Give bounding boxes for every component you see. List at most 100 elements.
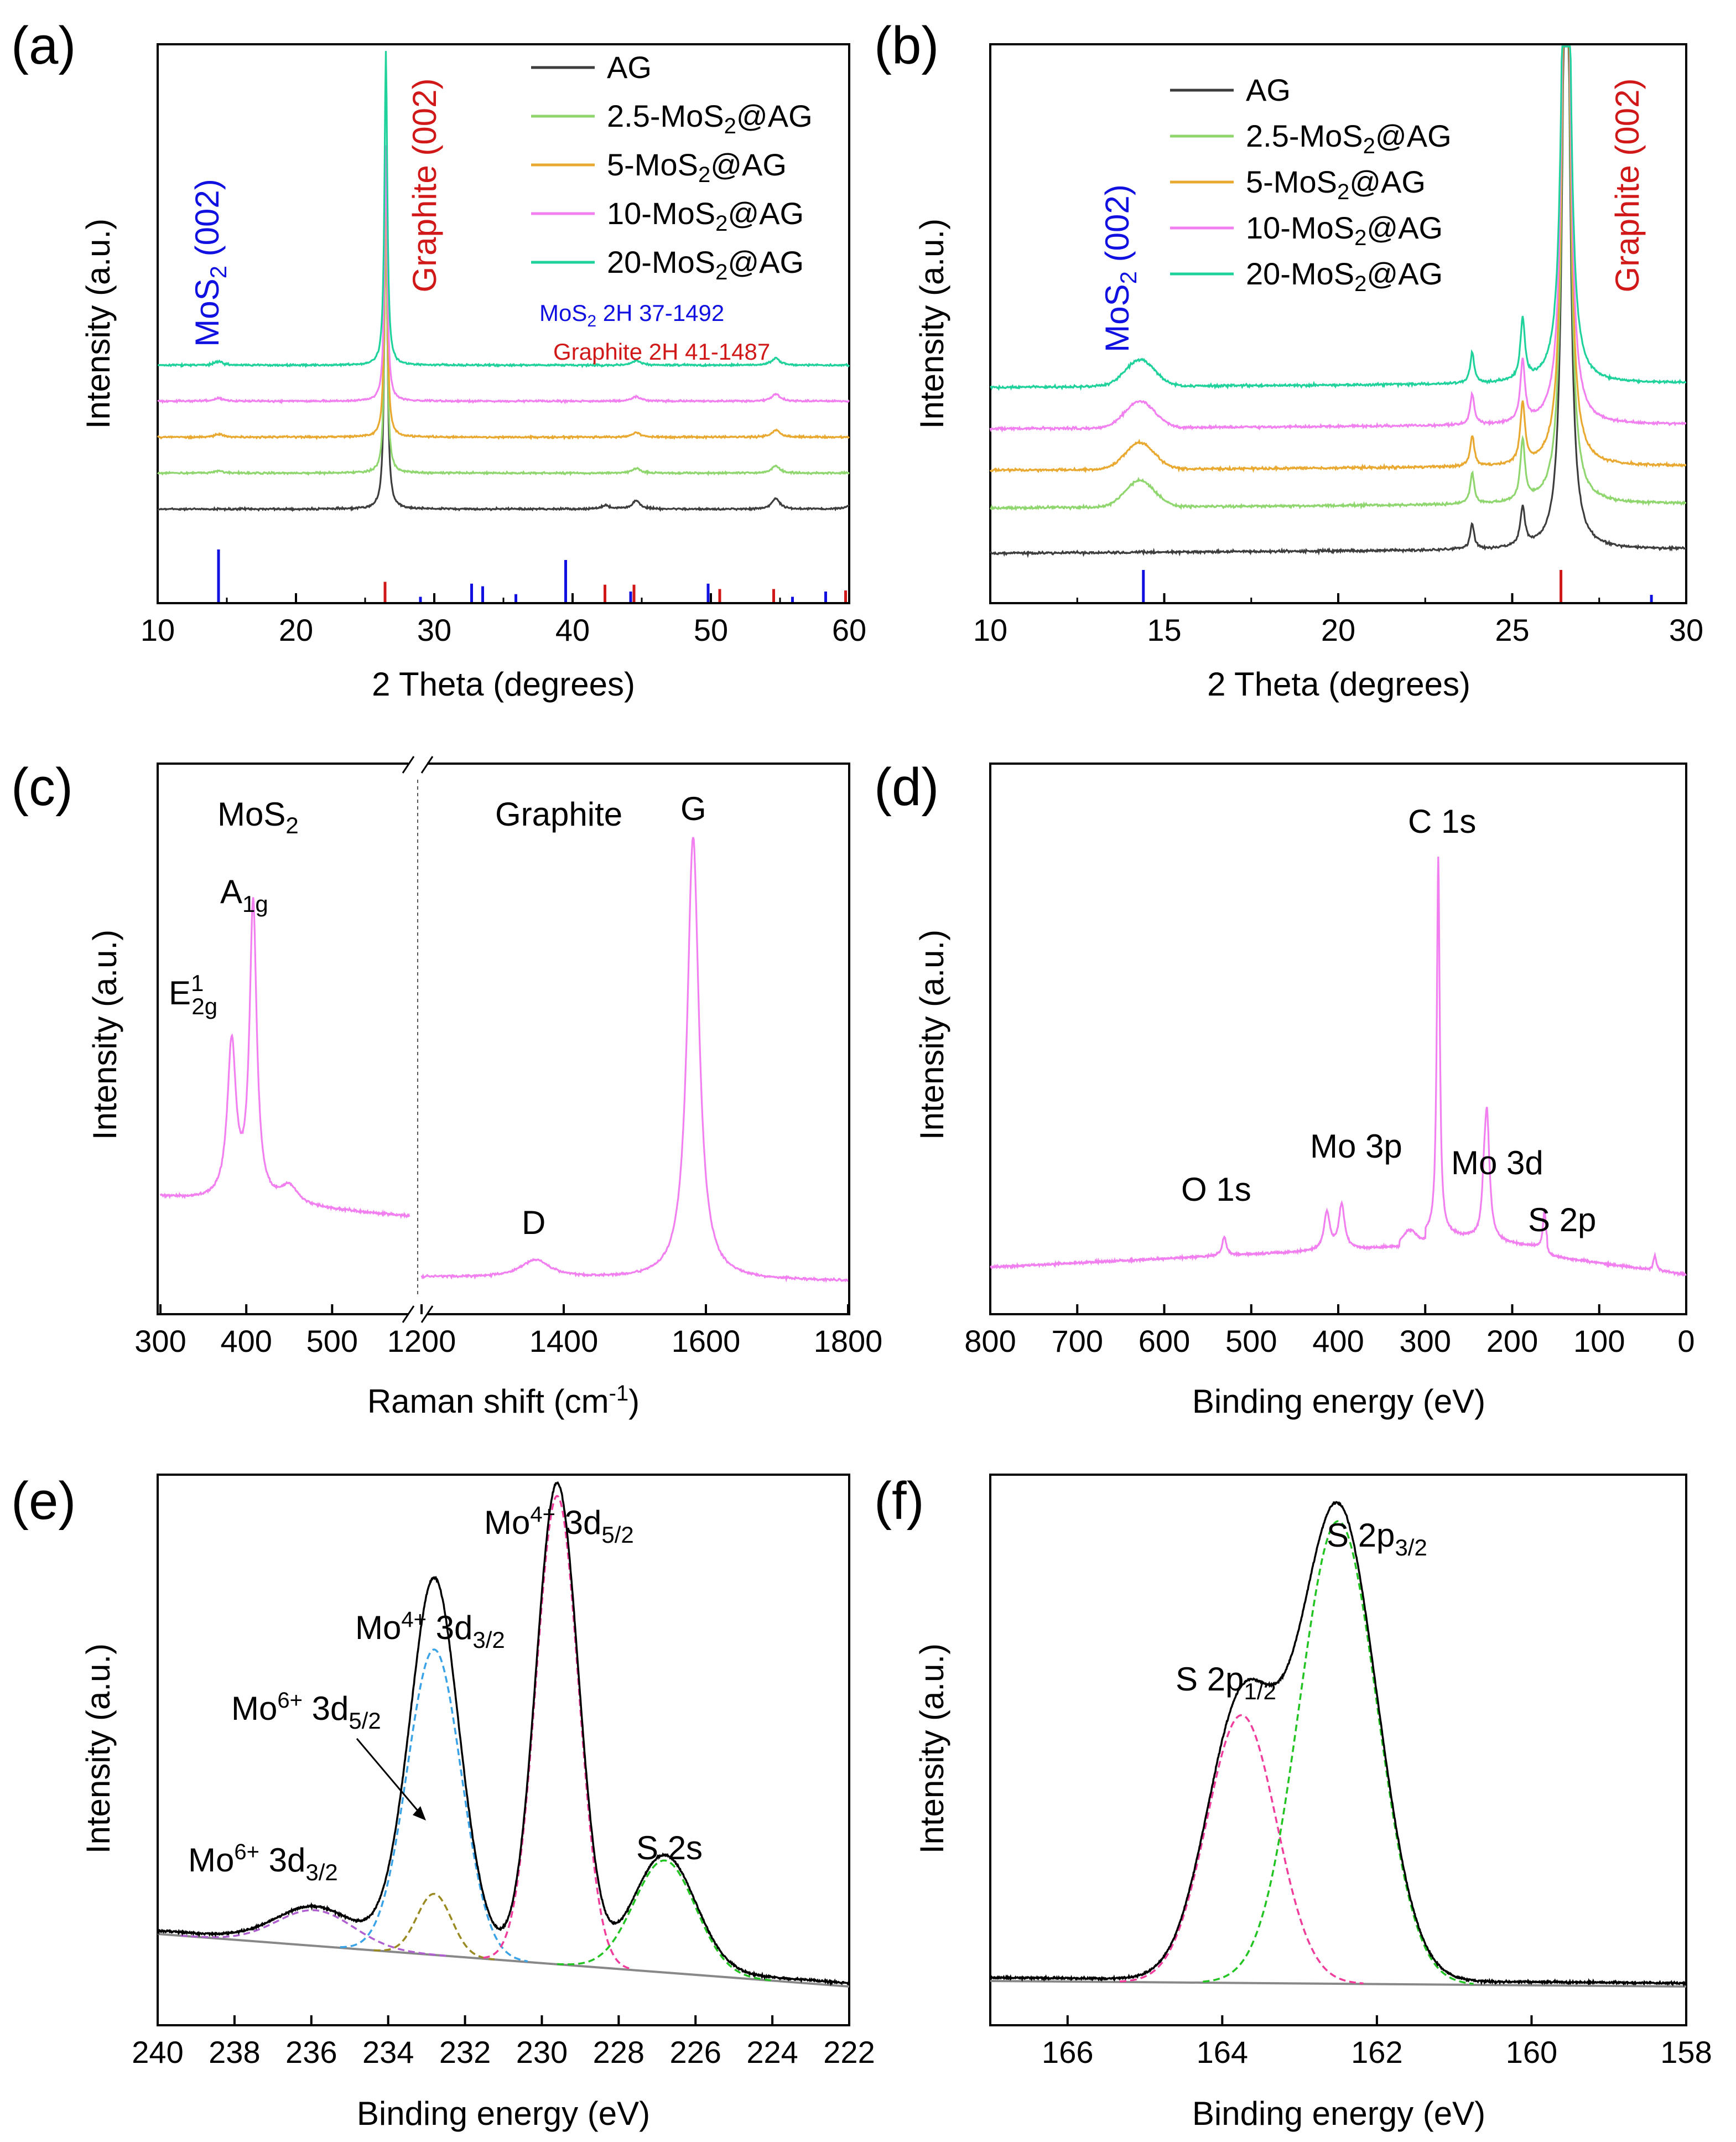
- panel-b-legend-entry: 5-MoS2@AG: [1246, 164, 1426, 204]
- panel-b-x-axis-title: 2 Theta (degrees): [1207, 666, 1470, 703]
- panel-a-series-line: [157, 180, 850, 440]
- panel-c: (c) 300 400 500 1200 1400 1600 1800 Raman shif…: [11, 753, 882, 1420]
- panel-f-x-tick-label: 164: [1197, 2035, 1248, 2070]
- panel-f-s2p12-label: S 2p1/2: [1176, 1661, 1276, 1704]
- panel-b-label: (b): [874, 16, 939, 75]
- panel-b-y-axis-title: Intensity (a.u.): [913, 219, 950, 429]
- panel-a-x-tick-label: 30: [417, 613, 451, 647]
- panel-c-y-axis-title: Intensity (a.u.): [86, 930, 123, 1140]
- panel-e-component-curve: [180, 1909, 449, 1957]
- panel-e-y-axis-title: Intensity (a.u.): [80, 1643, 117, 1854]
- panel-e-component-curve: [483, 1495, 631, 1970]
- panel-b-x-tick-label: 20: [1321, 613, 1355, 647]
- panel-f-background-line: [990, 1980, 1687, 1988]
- panel-c-x-tick-label: 1400: [529, 1324, 599, 1358]
- panel-f-component-curve: [1119, 1714, 1364, 1985]
- panel-b: (b) 10 15 20 25 30 AG 2.5-MoS2@AG 5-MoS2@AG 10-…: [874, 16, 1703, 703]
- panel-e-x-tick-label: 230: [516, 2035, 568, 2070]
- panel-b-x-tick-label: 10: [973, 613, 1007, 647]
- panel-c-x-axis-title: Raman shift (cm-1): [367, 1381, 640, 1420]
- panel-d-x-tick-label: 500: [1225, 1324, 1277, 1358]
- panel-a-x-ticks: 10 20 30 40 50 60: [141, 593, 866, 647]
- panel-e-x-tick-label: 240: [132, 2035, 183, 2070]
- panel-e-x-tick-label: 226: [670, 2035, 721, 2070]
- panel-c-top-break-gap: [408, 753, 427, 777]
- panel-c-x-tick-label: 1800: [814, 1324, 883, 1358]
- panel-a-x-axis-title: 2 Theta (degrees): [372, 666, 635, 703]
- panel-e-arrowhead: [413, 1806, 426, 1821]
- panel-b-legend: AG 2.5-MoS2@AG 5-MoS2@AG 10-MoS2@AG 20-MoS2@…: [1170, 72, 1452, 296]
- panel-b-legend-entry: 10-MoS2@AG: [1246, 210, 1443, 250]
- panel-a-series-line: [157, 184, 850, 512]
- panel-c-frame: [157, 763, 850, 1315]
- panel-e: (e) 240 238 236 234 232 230 228 226 224 222 Bindi…: [11, 1471, 875, 2132]
- panel-e-label: (e): [11, 1471, 76, 1531]
- panel-e-x-tick-label: 238: [209, 2035, 260, 2070]
- panel-f: (f) 166 164 162 160 158 Binding energy (eV) …: [874, 1471, 1712, 2132]
- panel-d-label: (d): [874, 758, 939, 817]
- panel-c-x-ticks: 300 400 500 1200 1400 1600 1800: [134, 1304, 882, 1358]
- panel-e-x-tick-label: 228: [593, 2035, 644, 2070]
- panel-f-s2p32-label: S 2p3/2: [1327, 1517, 1427, 1560]
- panel-e-x-tick-label: 234: [362, 2035, 414, 2070]
- panel-a-x-tick-label: 50: [694, 613, 728, 647]
- panel-a-x-tick-label: 20: [279, 613, 313, 647]
- panel-c-e2g-label: E1 2g: [169, 970, 217, 1019]
- panel-a-series-line: [157, 217, 850, 476]
- panel-d-mo3d-label: Mo 3d: [1451, 1144, 1543, 1181]
- panel-a-legend-entry: 10-MoS2@AG: [607, 196, 804, 236]
- panel-a-legend-entry: 20-MoS2@AG: [607, 245, 804, 284]
- panel-a-series-line: [157, 145, 850, 404]
- panel-a-mos2-002-annotation: MoS2 (002): [189, 179, 231, 346]
- panel-c-axis-break-gap: [408, 1298, 427, 1331]
- panel-a-legend-entry: 2.5-MoS2@AG: [607, 98, 813, 138]
- panel-e-curves: [157, 1481, 850, 1988]
- panel-f-x-tick-label: 166: [1042, 2035, 1093, 2070]
- panel-d-s2p-label: S 2p: [1528, 1201, 1596, 1238]
- panel-f-x-tick-label: 162: [1351, 2035, 1402, 2070]
- panel-e-s2s-label: S 2s: [636, 1829, 703, 1866]
- panel-d-survey-spectrum: [990, 857, 1687, 1278]
- panel-a-graphite-reference-card: Graphite 2H 41-1487: [553, 339, 770, 365]
- panel-a-y-axis-title: Intensity (a.u.): [80, 219, 117, 429]
- panel-e-component-curve: [340, 1648, 528, 1963]
- panel-d-y-axis-title: Intensity (a.u.): [913, 930, 950, 1140]
- panel-f-y-axis-title: Intensity (a.u.): [913, 1643, 950, 1854]
- panel-c-axis-break-mark: [420, 1305, 434, 1323]
- panel-d-x-tick-label: 400: [1312, 1324, 1364, 1358]
- panel-e-component-curve: [557, 1859, 772, 1982]
- panel-d-x-tick-label: 300: [1400, 1324, 1451, 1358]
- panel-a-x-tick-label: 60: [832, 613, 866, 647]
- panel-e-x-tick-label: 224: [746, 2035, 798, 2070]
- panel-a-legend-entry: 5-MoS2@AG: [607, 147, 787, 187]
- panel-b-legend-entry: 2.5-MoS2@AG: [1246, 118, 1452, 158]
- panel-e-x-axis-title: Binding energy (eV): [357, 2095, 650, 2132]
- panel-e-component-curve: [373, 1892, 495, 1961]
- panel-e-mo6-3d32-label: Mo6+ 3d3/2: [188, 1840, 338, 1885]
- panel-c-curves: [159, 837, 849, 1283]
- panel-a-series-line: [157, 51, 850, 369]
- panel-c-graphite-spectrum: [420, 837, 849, 1283]
- panel-f-label: (f): [874, 1471, 924, 1531]
- panel-c-a1g-label: A1g: [220, 873, 268, 917]
- panel-e-frame: [157, 1474, 850, 2026]
- panel-d-x-tick-label: 200: [1486, 1324, 1538, 1358]
- panel-e-x-tick-label: 232: [439, 2035, 491, 2070]
- panel-d-x-axis-title: Binding energy (eV): [1192, 1383, 1485, 1420]
- panel-e-arrow-line: [356, 1738, 422, 1814]
- panel-c-x-tick-label: 1600: [672, 1324, 741, 1358]
- panel-b-legend-entry: 20-MoS2@AG: [1246, 256, 1443, 296]
- panel-a-x-tick-label: 10: [141, 613, 175, 647]
- panel-f-component-curve: [1203, 1520, 1474, 1985]
- panel-e-mo4-3d32-label: Mo4+ 3d3/2: [355, 1607, 505, 1653]
- panel-b-x-tick-label: 30: [1669, 613, 1703, 647]
- panel-c-x-tick-label: 300: [134, 1324, 186, 1358]
- panel-f-frame: [989, 1474, 1687, 2026]
- panel-e-mo4-3d52-label: Mo4+ 3d5/2: [484, 1502, 634, 1548]
- panel-d: (d) 800 700 600 500 400 300 200 100 0 Binding en…: [874, 758, 1695, 1420]
- panel-c-graphite-region-label: Graphite: [495, 796, 622, 833]
- panel-d-x-tick-label: 600: [1139, 1324, 1190, 1358]
- panel-a-legend-entry: AG: [607, 50, 652, 85]
- panel-d-x-tick-label: 700: [1052, 1324, 1103, 1358]
